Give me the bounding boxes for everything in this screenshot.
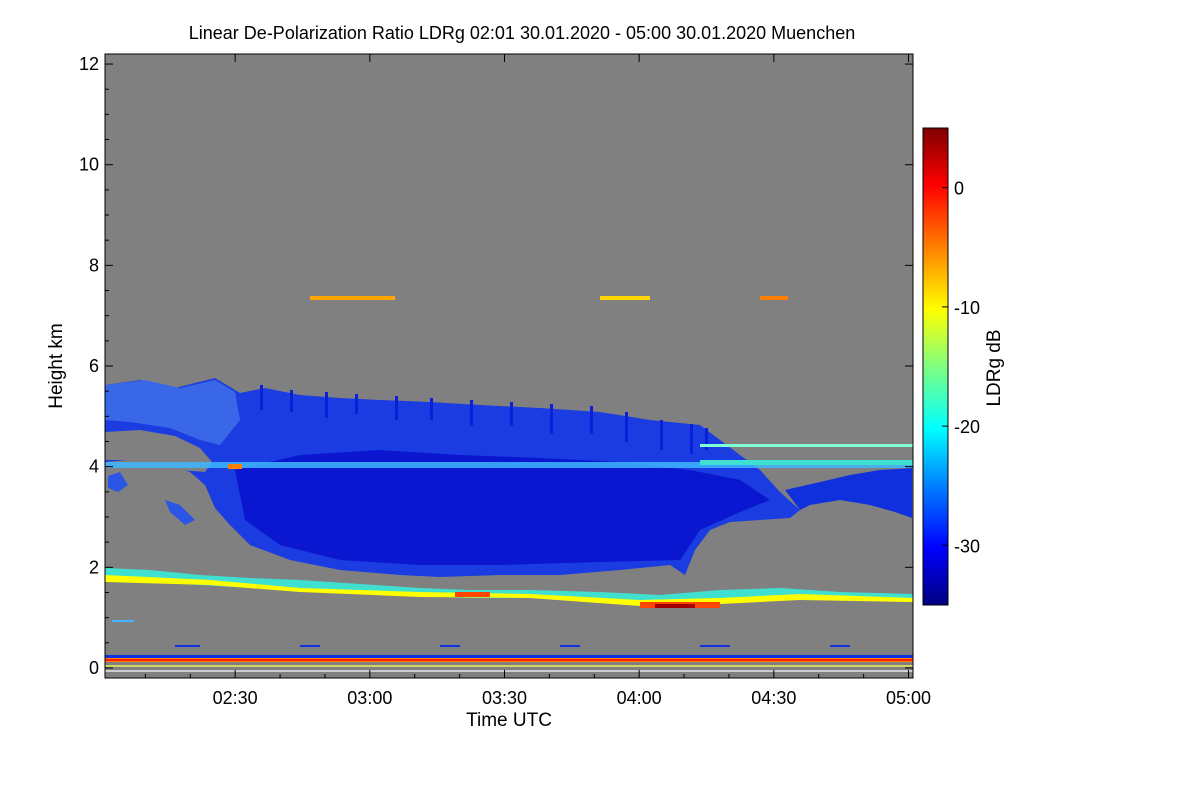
- x-tick-label: 03:00: [347, 688, 392, 708]
- low-layer-yellow: [105, 575, 913, 606]
- y-tick-label: 12: [79, 54, 99, 74]
- y-tick-label: 0: [89, 658, 99, 678]
- chart-title: Linear De-Polarization Ratio LDRg 02:01 …: [189, 23, 855, 43]
- x-axis: 02:30 03:00 03:30 04:00 04:30 05:00: [144, 54, 931, 708]
- band-4km: [105, 462, 913, 468]
- cloud-fragment: [108, 472, 128, 492]
- colorbar-tick-label: -20: [954, 417, 980, 437]
- surface-return-white: [105, 670, 913, 672]
- colorbar-tick-label: 0: [954, 179, 964, 199]
- x-axis-label: Time UTC: [466, 710, 552, 731]
- speckle: [440, 645, 460, 647]
- band-4km-orange: [228, 464, 242, 469]
- y-tick-label: 10: [79, 155, 99, 175]
- speckle: [112, 620, 134, 622]
- y-tick-label: 2: [89, 557, 99, 577]
- x-tick-label: 02:30: [213, 688, 258, 708]
- x-tick-label: 03:30: [482, 688, 527, 708]
- x-tick-label: 04:30: [751, 688, 796, 708]
- speckle: [700, 645, 730, 647]
- y-tick-label: 4: [89, 457, 99, 477]
- layer-7km-c: [760, 296, 788, 300]
- x-tick-label: 04:00: [617, 688, 662, 708]
- surface-return-red: [105, 659, 913, 661]
- x-tick-label: 05:00: [886, 688, 931, 708]
- ldr-field: [105, 296, 913, 672]
- speckle: [175, 645, 200, 647]
- low-layer: [105, 568, 913, 605]
- band-4km-cyan: [700, 460, 913, 465]
- speckle: [560, 645, 580, 647]
- surface-return-yellow: [105, 665, 913, 667]
- cloud-gap: [105, 430, 212, 472]
- colorbar-tick-label: -10: [954, 298, 980, 318]
- colorbar: [922, 127, 949, 606]
- cloud-top-left: [105, 380, 240, 445]
- layer-7km: [310, 296, 395, 300]
- low-layer-red: [455, 592, 490, 597]
- fall-streaks: [260, 385, 708, 454]
- low-layer-darkred: [655, 604, 695, 608]
- ice-cloud-core: [235, 450, 770, 565]
- cloud-fragment: [165, 500, 195, 525]
- y-tick-label: 8: [89, 255, 99, 275]
- virga-tail: [785, 468, 912, 518]
- speckle: [300, 645, 320, 647]
- colorbar-axis: 0 -10 -20 -30: [942, 179, 980, 556]
- layer-7km-b: [600, 296, 650, 300]
- y-axis-label: Height km: [46, 323, 67, 409]
- y-tick-label: 6: [89, 356, 99, 376]
- colorbar-label: LDRg dB: [984, 329, 1005, 406]
- speckle: [830, 645, 850, 647]
- band-4.4km: [700, 444, 913, 447]
- surface-return-blue: [105, 655, 913, 658]
- colorbar-tick-label: -30: [954, 536, 980, 556]
- y-axis: 0 2 4 6 8 10 12: [79, 54, 913, 678]
